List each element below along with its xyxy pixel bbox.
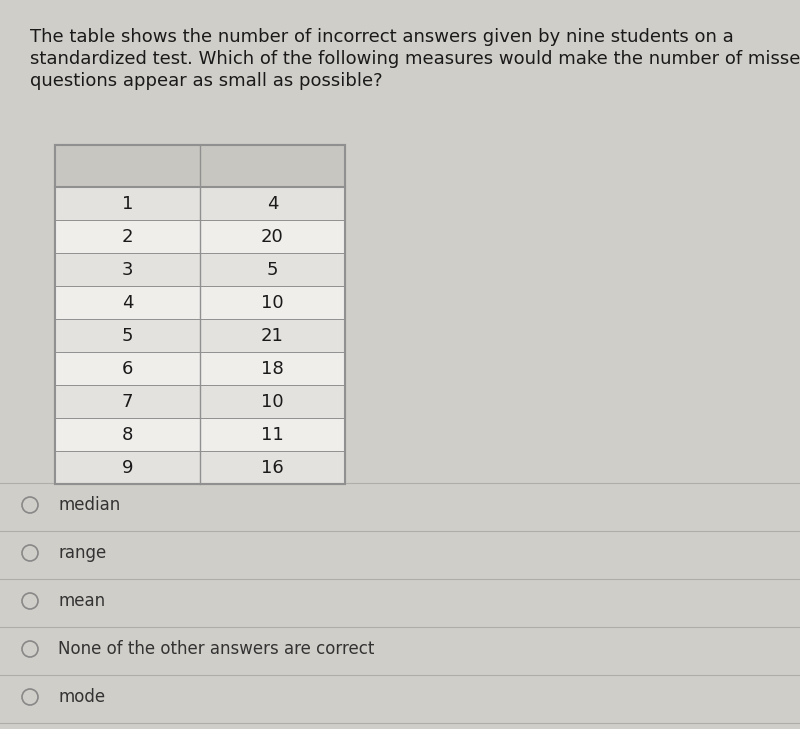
- Text: 3: 3: [122, 260, 134, 278]
- Bar: [55, 352, 345, 385]
- Bar: [55, 418, 345, 451]
- Text: 8: 8: [122, 426, 133, 443]
- Text: 9: 9: [122, 459, 134, 477]
- Text: 20: 20: [261, 227, 284, 246]
- Text: 10: 10: [261, 294, 284, 311]
- Bar: [55, 451, 345, 484]
- Text: 6: 6: [122, 359, 133, 378]
- Text: 4: 4: [266, 195, 278, 212]
- Text: 4: 4: [122, 294, 134, 311]
- Text: mean: mean: [58, 592, 105, 610]
- Bar: [55, 385, 345, 418]
- Text: mode: mode: [58, 688, 105, 706]
- Text: standardized test. Which of the following measures would make the number of miss: standardized test. Which of the followin…: [30, 50, 800, 68]
- Bar: [55, 145, 345, 187]
- Bar: [55, 220, 345, 253]
- Bar: [55, 253, 345, 286]
- Text: 5: 5: [266, 260, 278, 278]
- Text: 1: 1: [122, 195, 133, 212]
- Text: range: range: [58, 544, 106, 562]
- Bar: [55, 286, 345, 319]
- Bar: [55, 145, 345, 484]
- Text: 10: 10: [261, 392, 284, 410]
- Text: 11: 11: [261, 426, 284, 443]
- Text: questions appear as small as possible?: questions appear as small as possible?: [30, 72, 382, 90]
- Text: 7: 7: [122, 392, 134, 410]
- Bar: [55, 145, 345, 484]
- Text: 18: 18: [261, 359, 284, 378]
- Bar: [55, 319, 345, 352]
- Text: 5: 5: [122, 327, 134, 345]
- Bar: [55, 187, 345, 220]
- Text: The table shows the number of incorrect answers given by nine students on a: The table shows the number of incorrect …: [30, 28, 734, 46]
- Text: 21: 21: [261, 327, 284, 345]
- Text: 2: 2: [122, 227, 134, 246]
- Text: None of the other answers are correct: None of the other answers are correct: [58, 640, 374, 658]
- Text: 16: 16: [261, 459, 284, 477]
- Text: median: median: [58, 496, 120, 514]
